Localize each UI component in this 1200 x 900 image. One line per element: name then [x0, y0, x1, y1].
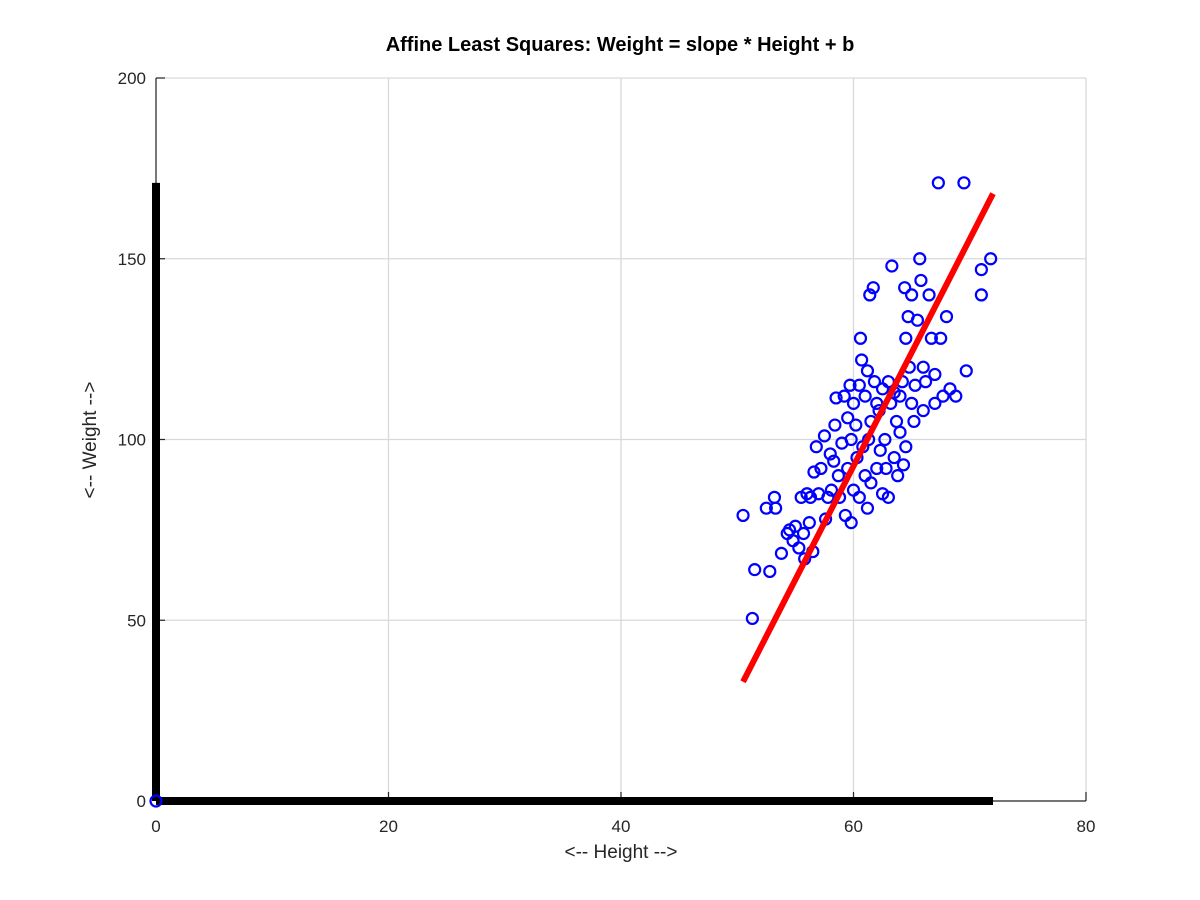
- data-point: [881, 490, 895, 504]
- data-point: [774, 546, 789, 560]
- data-point: [916, 403, 930, 418]
- data-point: [855, 353, 869, 367]
- fit-line-group: [740, 192, 996, 684]
- data-point: [870, 461, 884, 476]
- data-point: [748, 563, 762, 577]
- data-point: [807, 465, 821, 479]
- data-point: [853, 331, 868, 345]
- data-point: [893, 389, 907, 403]
- axis-bars: [152, 182, 993, 805]
- data-point: [844, 432, 858, 447]
- y-tick-label: 0: [137, 792, 146, 811]
- x-tick-label: 60: [844, 817, 863, 836]
- data-point: [898, 281, 912, 295]
- data-point: [736, 508, 750, 523]
- data-point: [934, 331, 948, 345]
- data-point: [860, 501, 875, 515]
- fit-line: [740, 192, 996, 684]
- data-point: [788, 519, 802, 533]
- data-point: [863, 288, 877, 302]
- data-point: [817, 429, 832, 443]
- data-point: [918, 375, 933, 389]
- data-point: [829, 391, 843, 405]
- data-point: [759, 501, 773, 515]
- chart-title: Affine Least Squares: Weight = slope * H…: [386, 34, 855, 56]
- data-point: [860, 364, 875, 378]
- data-point: [984, 252, 998, 266]
- data-points: [149, 176, 998, 808]
- y-tick-label: 150: [118, 250, 146, 269]
- x-tick-label: 20: [379, 817, 398, 836]
- data-point: [864, 476, 878, 490]
- data-point: [924, 331, 938, 345]
- data-point: [928, 396, 942, 410]
- y-tick-label: 100: [118, 431, 146, 450]
- data-point: [891, 469, 905, 483]
- data-point: [957, 176, 971, 190]
- data-point: [814, 461, 828, 476]
- x-tick-label: 0: [151, 817, 160, 836]
- data-point: [936, 389, 950, 403]
- data-point: [824, 483, 839, 497]
- data-point: [149, 794, 163, 808]
- data-point: [931, 176, 945, 190]
- data-point: [893, 425, 907, 439]
- y-tick-label: 200: [118, 69, 146, 88]
- data-point: [959, 364, 973, 378]
- data-point: [769, 501, 783, 515]
- data-point: [831, 469, 845, 483]
- data-point: [827, 454, 841, 468]
- data-point: [905, 288, 919, 302]
- data-point: [828, 418, 842, 432]
- x-axis-label: <-- Height -->: [565, 842, 678, 863]
- data-point: [907, 414, 921, 429]
- data-point: [949, 389, 963, 403]
- data-point: [974, 262, 988, 277]
- data-point: [809, 440, 823, 454]
- data-point: [852, 490, 866, 504]
- data-point: [922, 288, 936, 302]
- data-point: [843, 378, 857, 392]
- data-point: [873, 443, 887, 457]
- data-point: [823, 447, 837, 461]
- y-tick-label: 50: [127, 611, 146, 630]
- data-point: [939, 309, 954, 324]
- data-point: [792, 541, 806, 555]
- data-point: [885, 259, 899, 273]
- data-point: [745, 611, 759, 626]
- data-point: [841, 411, 855, 425]
- data-point: [878, 432, 892, 447]
- y-axis-label: <-- Weight -->: [80, 382, 101, 499]
- data-point: [849, 418, 863, 432]
- data-point: [867, 375, 882, 389]
- data-point: [913, 252, 927, 266]
- data-point: [928, 367, 942, 382]
- data-point: [887, 450, 901, 465]
- data-point: [837, 389, 851, 403]
- data-point: [879, 461, 893, 476]
- data-point: [899, 440, 913, 454]
- data-point: [858, 389, 872, 403]
- x-tick-label: 80: [1077, 817, 1096, 836]
- data-point: [763, 564, 777, 579]
- data-point: [846, 396, 861, 410]
- data-point: [802, 516, 816, 530]
- data-point: [796, 526, 811, 541]
- data-point: [910, 313, 925, 327]
- data-point: [844, 516, 858, 530]
- data-point: [916, 360, 930, 374]
- data-point: [974, 288, 988, 302]
- tick-labels: 0 20 40 60 80 0 50 100 150 200: [118, 69, 1096, 836]
- data-point: [896, 458, 911, 472]
- data-point: [905, 396, 919, 410]
- data-point: [852, 378, 866, 392]
- x-tick-label: 40: [612, 817, 631, 836]
- data-point: [899, 331, 913, 345]
- data-point: [914, 273, 928, 288]
- data-point: [866, 281, 880, 295]
